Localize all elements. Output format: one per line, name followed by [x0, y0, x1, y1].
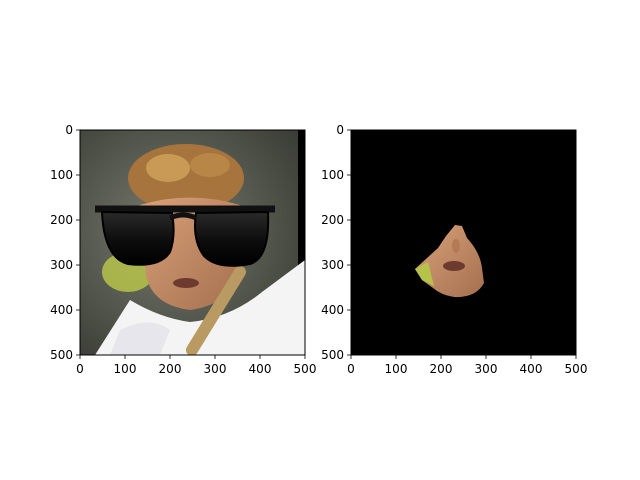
right-xtick-label: 200 [430, 362, 453, 376]
left-ytick-label: 400 [50, 303, 73, 317]
left-xtick-label: 100 [114, 362, 137, 376]
right-axes-frame [350, 129, 577, 356]
right-ytick-label: 300 [321, 258, 344, 272]
left-ytick-label: 200 [50, 213, 73, 227]
right-ytick-label: 500 [321, 348, 344, 362]
right-xtick-label: 400 [520, 362, 543, 376]
right-ytick-label: 0 [336, 123, 344, 137]
left-xtick-label: 0 [76, 362, 84, 376]
left-ytick-label: 500 [50, 348, 73, 362]
right-xtick-label: 300 [475, 362, 498, 376]
right-image [351, 130, 576, 355]
left-xtick-label: 500 [294, 362, 317, 376]
left-xtick-label: 200 [159, 362, 182, 376]
right-ytick-label: 400 [321, 303, 344, 317]
left-ytick-label: 300 [50, 258, 73, 272]
left-image [80, 130, 305, 355]
left-xtick-label: 300 [204, 362, 227, 376]
left-xtick-label: 400 [249, 362, 272, 376]
right-ytick-label: 200 [321, 213, 344, 227]
right-xtick-label: 500 [565, 362, 588, 376]
left-ytick-label: 0 [65, 123, 73, 137]
right-xtick-label: 100 [385, 362, 408, 376]
left-axes-frame [79, 129, 306, 356]
right-ytick-label: 100 [321, 168, 344, 182]
right-xtick-label: 0 [347, 362, 355, 376]
left-ytick-label: 100 [50, 168, 73, 182]
